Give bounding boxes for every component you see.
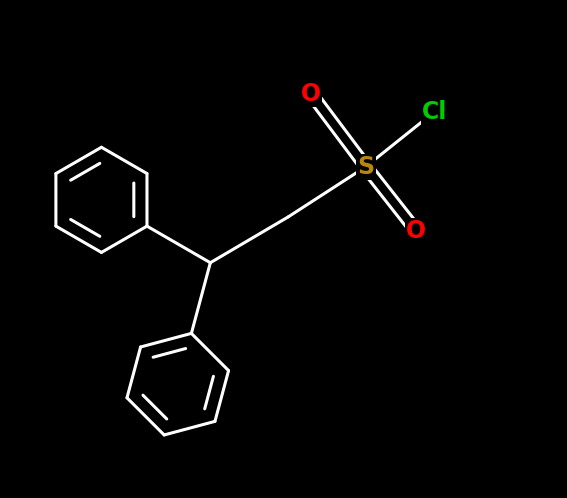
Text: O: O: [301, 82, 321, 106]
Text: Cl: Cl: [422, 100, 447, 124]
Text: S: S: [357, 155, 374, 179]
Text: O: O: [406, 219, 426, 243]
